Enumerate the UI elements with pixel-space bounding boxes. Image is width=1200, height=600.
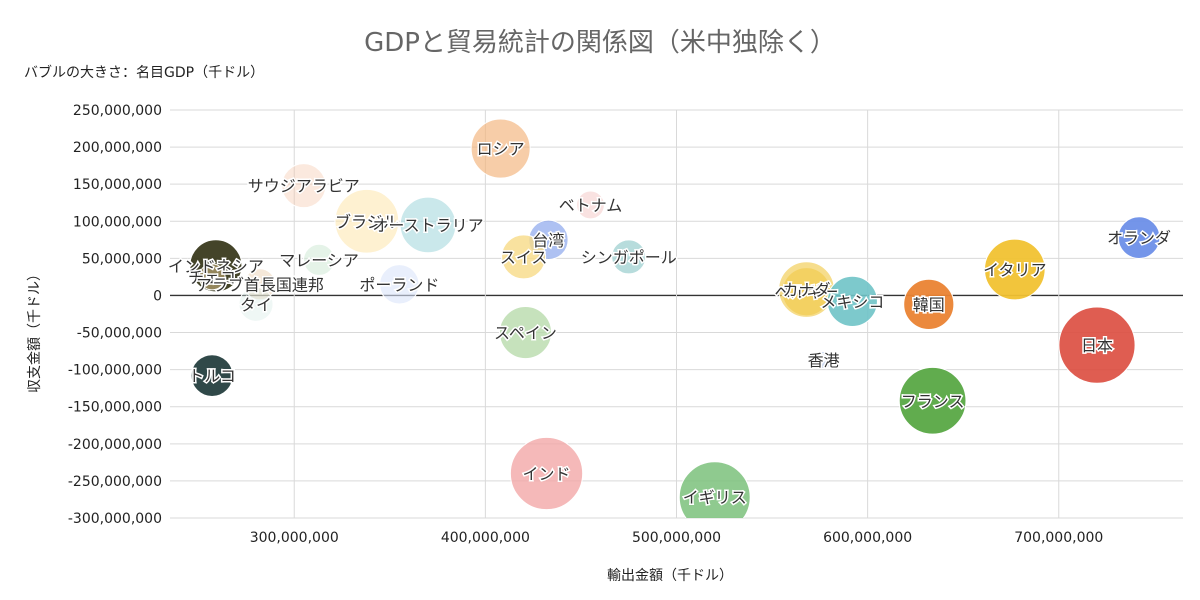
bubble-label: ベルギー bbox=[774, 283, 838, 302]
x-axis-label: 輸出金額（千ドル） bbox=[607, 568, 733, 584]
y-tick-label: 150,000,000 bbox=[73, 177, 162, 193]
bubble-label: アラブ首長国連邦 bbox=[196, 275, 324, 294]
bubble-label: チェコ bbox=[188, 268, 236, 287]
bubble-label: ポーランド bbox=[359, 275, 439, 294]
bubble-label: インドネシア bbox=[168, 257, 264, 276]
bubble-label: 香港 bbox=[808, 351, 840, 370]
bubble-label: スペイン bbox=[494, 324, 557, 343]
x-tick-label: 300,000,000 bbox=[250, 530, 339, 546]
bubble-label: イタリア bbox=[983, 260, 1046, 279]
y-tick-label: 100,000,000 bbox=[73, 214, 162, 230]
bubble bbox=[190, 354, 234, 397]
bubble bbox=[281, 163, 327, 209]
y-tick-label: 250,000,000 bbox=[73, 103, 162, 119]
bubble bbox=[498, 306, 553, 360]
bubble bbox=[501, 234, 547, 280]
bubble bbox=[814, 350, 833, 370]
bubble bbox=[399, 196, 457, 254]
bubble-label: オランダ bbox=[1107, 229, 1171, 248]
y-axis-ticks: 250,000,000 200,000,000 150,000,000 100,000… bbox=[68, 103, 162, 527]
bubble-label: オーストラリア bbox=[372, 216, 483, 235]
bubble-label: ブラジル bbox=[335, 212, 399, 231]
bubble bbox=[1117, 216, 1161, 259]
x-tick-label: 600,000,000 bbox=[823, 530, 912, 546]
y-axis-label: 収支金額（千ドル） bbox=[27, 267, 43, 393]
bubble-label: ベトナム bbox=[559, 196, 623, 215]
y-tick-label: -100,000,000 bbox=[68, 363, 162, 379]
bubble-label: メキシコ bbox=[820, 292, 884, 311]
chart-title: GDPと貿易統計の関係図（米中独除く） bbox=[364, 28, 836, 58]
y-tick-label: 200,000,000 bbox=[73, 140, 162, 156]
y-tick-label: 0 bbox=[153, 288, 162, 304]
bubble-label: サウジアラビア bbox=[248, 177, 360, 196]
bubble bbox=[826, 275, 878, 327]
bubble-label: シンガポール bbox=[581, 248, 677, 267]
y-tick-label: 50,000,000 bbox=[82, 251, 162, 267]
bubble-label: イギリス bbox=[683, 488, 747, 507]
bubble-label: 韓国 bbox=[913, 295, 945, 314]
x-tick-label: 700,000,000 bbox=[1014, 530, 1103, 546]
bubble-label: タイ bbox=[240, 295, 272, 314]
y-tick-label: -250,000,000 bbox=[68, 474, 162, 490]
bubble-label: マレーシア bbox=[279, 251, 359, 270]
y-tick-label: -200,000,000 bbox=[68, 437, 162, 453]
bubble bbox=[678, 461, 751, 518]
bubble-label: カナダ bbox=[782, 281, 830, 300]
bubble-label: ロシア bbox=[477, 140, 525, 159]
bubble bbox=[898, 366, 967, 435]
bubble-label: トルコ bbox=[188, 367, 236, 386]
x-tick-label: 500,000,000 bbox=[632, 530, 721, 546]
bubble bbox=[470, 118, 531, 179]
bubble bbox=[903, 278, 955, 330]
x-tick-label: 400,000,000 bbox=[441, 530, 530, 546]
chart-subtitle: バブルの大きさ：名目GDP（千ドル） bbox=[24, 65, 265, 81]
x-axis-ticks: 300,000,000 400,000,000 500,000,000 600,000… bbox=[250, 530, 1104, 546]
bubble bbox=[509, 436, 584, 511]
bubble-label: インド bbox=[523, 464, 571, 483]
bubble-label: フランス bbox=[901, 392, 965, 411]
y-tick-label: -300,000,000 bbox=[68, 511, 162, 527]
bubble bbox=[1058, 306, 1136, 384]
y-tick-label: -150,000,000 bbox=[68, 400, 162, 416]
bubble bbox=[611, 239, 647, 275]
y-tick-label: -50,000,000 bbox=[77, 326, 162, 342]
bubble bbox=[379, 264, 420, 305]
bubble bbox=[198, 263, 226, 291]
bubble bbox=[238, 286, 274, 322]
bubble bbox=[303, 243, 336, 276]
bubble bbox=[334, 188, 400, 254]
bubble-label: スイス bbox=[500, 248, 548, 267]
grid-lines bbox=[170, 109, 1183, 519]
bubble bbox=[576, 190, 605, 220]
bubbles bbox=[189, 118, 1161, 518]
bubble-label: 台湾 bbox=[532, 231, 564, 250]
bubble bbox=[983, 238, 1046, 301]
bubble-label: 日本 bbox=[1081, 336, 1113, 355]
